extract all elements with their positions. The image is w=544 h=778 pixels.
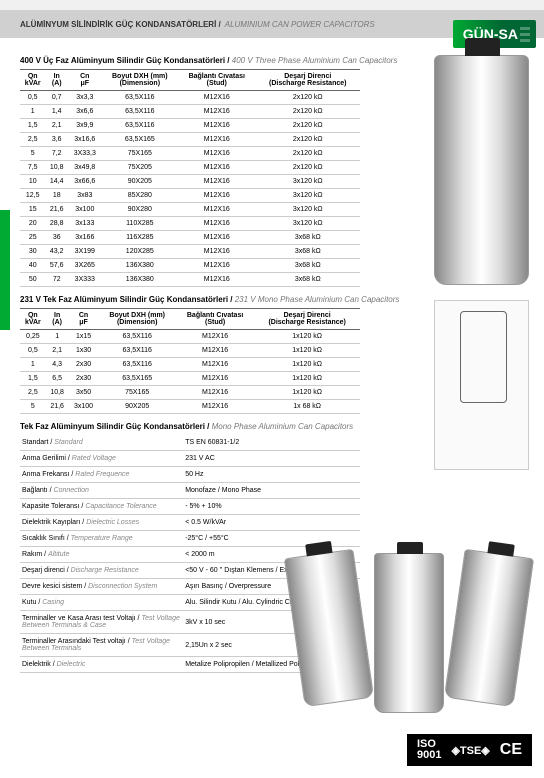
table-row: 3043,23X199120X285M12X163x68 kΩ <box>20 245 360 259</box>
table-row: 25363x166116X285M12X163x68 kΩ <box>20 231 360 245</box>
table-row: 0,2511x1563,5X116M12X161x120 kΩ <box>20 330 360 344</box>
table-row: 1521,63x10090X280M12X163x120 kΩ <box>20 203 360 217</box>
column-header: CnμF <box>68 70 102 91</box>
spec-row: Bağlantı / ConnectionMonofaze / Mono Pha… <box>20 483 360 499</box>
table-231v: QnkVArIn(A)CnμFBoyut DXH (mm)(Dimension)… <box>20 308 360 414</box>
column-header: Bağlantı Cıvatası(Stud) <box>176 309 254 330</box>
table-row: 2,53,63x16,663,5X165M12X162x120 kΩ <box>20 133 360 147</box>
table-row: 12,5183x8385X280M12X163x120 kΩ <box>20 189 360 203</box>
capacitor-group-image <box>284 538 534 718</box>
spec-row: Anma Gerilimi / Rated Voltage231 V AC <box>20 451 360 467</box>
table-row: 4057,63X265136X380M12X163x68 kΩ <box>20 259 360 273</box>
table-row: 2028,83x133110X285M12X163x120 kΩ <box>20 217 360 231</box>
table-row: 0,50,73x3,363,5X116M12X162x120 kΩ <box>20 91 360 105</box>
iso-badge: ISO9001 ◈TSE◈ CE <box>407 734 532 766</box>
table-row: 1,56,52x3063,5X165M12X161x120 kΩ <box>20 372 360 386</box>
table-row: 11,43x6,663,5X116M12X162x120 kΩ <box>20 105 360 119</box>
dimension-diagram <box>434 300 529 470</box>
column-header: Deşarj Direnci(Discharge Resistance) <box>254 309 360 330</box>
column-header: Deşarj Direnci(Discharge Resistance) <box>256 70 360 91</box>
column-header: Boyut DXH (mm)(Dimension) <box>99 309 176 330</box>
table-row: 14,32x3063,5X116M12X161x120 kΩ <box>20 358 360 372</box>
table-row: 1014,43x66,690X205M12X163x120 kΩ <box>20 175 360 189</box>
table-row: 7,510,83x49,875X205M12X162x120 kΩ <box>20 161 360 175</box>
table-row: 1,52,13x9,963,5X116M12X162x120 kΩ <box>20 119 360 133</box>
ce-icon: CE <box>500 741 522 759</box>
table-row: 57,23X33,375X165M12X162x120 kΩ <box>20 147 360 161</box>
table-row: 0,52,11x3063,5X116M12X161x120 kΩ <box>20 344 360 358</box>
column-header: QnkVAr <box>20 70 45 91</box>
table-400v: QnkVArIn(A)CnμFBoyut DXH (mm)(Dimension)… <box>20 69 360 287</box>
spec-row: Kapasite Toleransı / Capacitance Toleran… <box>20 499 360 515</box>
header-title: ALÜMİNYUM SİLİNDİRİK GÜÇ KONDANSATÖRLERİ… <box>20 20 221 29</box>
tse-icon: ◈TSE◈ <box>451 744 489 757</box>
table-row: 2,510,83x5075X165M12X161x120 kΩ <box>20 386 360 400</box>
column-header: QnkVAr <box>20 309 46 330</box>
table-row: 521,63x10090X205M12X161x 68 kΩ <box>20 400 360 414</box>
column-header: Bağlantı Cıvatası(Stud) <box>178 70 255 91</box>
spec-row: Standart / StandardTS EN 60831-1/2 <box>20 435 360 451</box>
column-header: In(A) <box>46 309 69 330</box>
table-row: 50723X333136X380M12X163x68 kΩ <box>20 273 360 287</box>
column-header: In(A) <box>45 70 68 91</box>
side-tab <box>0 210 10 330</box>
spec-row: Dielektrik Kayıpları / Dielectric Losses… <box>20 515 360 531</box>
column-header: Boyut DXH (mm)(Dimension) <box>102 70 178 91</box>
header-subtitle: ALUMINIUM CAN POWER CAPACITORS <box>225 20 375 29</box>
column-header: CnμF <box>69 309 99 330</box>
spec-row: Anma Frekansı / Rated Frequence50 Hz <box>20 467 360 483</box>
capacitor-image-large <box>434 55 529 285</box>
